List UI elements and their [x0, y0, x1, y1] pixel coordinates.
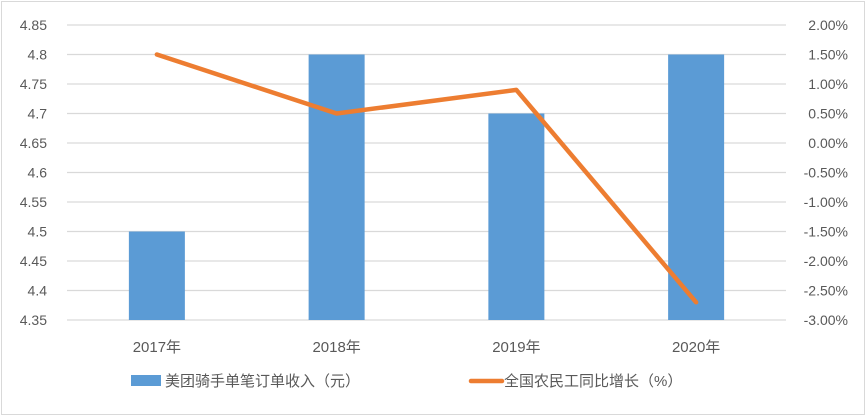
- right-tick-label: -3.00%: [804, 312, 848, 328]
- bar: [308, 54, 365, 320]
- category-label: 2019年: [492, 339, 540, 356]
- left-tick-label: 4.75: [20, 76, 47, 92]
- legend-line-label: 全国农民工同比增长（%）: [504, 372, 682, 390]
- right-tick-label: 2.00%: [808, 17, 848, 33]
- line-series: [154, 52, 699, 305]
- bar: [128, 231, 185, 320]
- right-tick-label: 0.50%: [808, 106, 848, 122]
- left-tick-label: 4.45: [20, 253, 47, 269]
- right-tick-label: 1.00%: [808, 76, 848, 92]
- bar: [668, 54, 725, 320]
- right-axis-ticks: 2.00% 1.50% 1.00% 0.50% 0.00% -0.50% -1.00% -1.…: [804, 17, 848, 328]
- left-tick-label: 4.55: [20, 194, 47, 210]
- category-label: 2017年: [133, 339, 181, 356]
- left-axis-ticks: 4.85 4.8 4.75 4.7 4.65 4.6 4.55 4.5 4.45 4.4 4.35: [20, 17, 47, 328]
- left-tick-label: 4.65: [20, 135, 47, 151]
- right-tick-label: -1.00%: [804, 194, 848, 210]
- left-tick-label: 4.7: [28, 106, 48, 122]
- left-tick-label: 4.35: [20, 312, 47, 328]
- left-tick-label: 4.85: [20, 17, 47, 33]
- x-axis-labels: 2017年 2018年 2019年 2020年: [133, 339, 721, 356]
- right-tick-label: 1.50%: [808, 47, 848, 63]
- right-tick-label: -0.50%: [804, 165, 848, 181]
- right-tick-label: 0.00%: [808, 135, 848, 151]
- left-tick-label: 4.5: [28, 224, 48, 240]
- left-tick-label: 4.4: [28, 283, 48, 299]
- category-label: 2018年: [312, 339, 360, 356]
- category-label: 2020年: [672, 339, 720, 356]
- right-tick-label: -2.50%: [804, 283, 848, 299]
- right-tick-label: -2.00%: [804, 253, 848, 269]
- bar: [488, 113, 545, 320]
- gridlines: [67, 24, 786, 321]
- legend-bar-swatch: [131, 375, 161, 386]
- legend-bar-label: 美团骑手单笔订单收入（元）: [165, 373, 360, 390]
- bar-series: [128, 54, 725, 320]
- legend: 美团骑手单笔订单收入（元） 全国农民工同比增长（%）: [131, 372, 682, 390]
- left-tick-label: 4.6: [28, 165, 48, 181]
- right-tick-label: -1.50%: [804, 224, 848, 240]
- left-tick-label: 4.8: [28, 47, 48, 63]
